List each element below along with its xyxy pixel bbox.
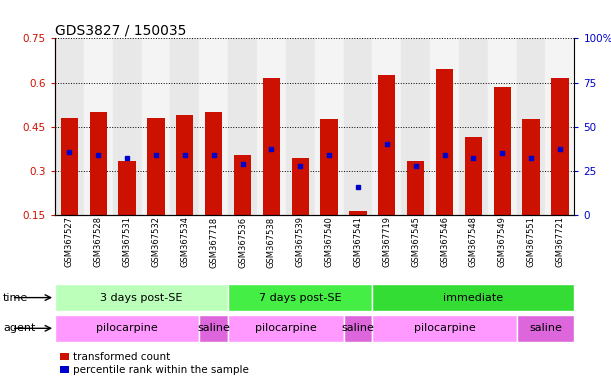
Text: saline: saline — [529, 323, 562, 333]
Text: GDS3827 / 150035: GDS3827 / 150035 — [55, 23, 186, 37]
Bar — [263, 78, 280, 215]
Text: 3 days post-SE: 3 days post-SE — [100, 293, 183, 303]
Text: agent: agent — [3, 323, 35, 333]
Text: saline: saline — [342, 323, 375, 333]
Bar — [372, 315, 517, 342]
Bar — [320, 119, 338, 215]
Bar — [372, 38, 401, 215]
Bar — [343, 38, 372, 215]
Bar — [286, 38, 315, 215]
Bar — [55, 315, 199, 342]
Bar — [199, 38, 228, 215]
Bar — [84, 38, 112, 215]
Bar — [378, 75, 395, 215]
Bar — [291, 158, 309, 215]
Bar — [55, 38, 84, 215]
Bar — [55, 284, 228, 311]
Bar — [459, 38, 488, 215]
Bar — [465, 137, 482, 215]
Bar — [142, 38, 170, 215]
Bar — [430, 38, 459, 215]
Bar — [112, 38, 142, 215]
Bar — [488, 38, 517, 215]
Bar — [343, 315, 372, 342]
Bar — [119, 161, 136, 215]
Bar — [522, 119, 540, 215]
Bar — [436, 70, 453, 215]
Bar — [257, 38, 286, 215]
Text: pilocarpine: pilocarpine — [414, 323, 475, 333]
Bar — [517, 38, 546, 215]
Bar — [407, 161, 424, 215]
Bar — [234, 155, 251, 215]
Bar — [349, 210, 367, 215]
Bar — [494, 87, 511, 215]
Bar — [372, 284, 574, 311]
Bar — [90, 112, 107, 215]
Bar — [199, 315, 228, 342]
Bar — [315, 38, 343, 215]
Bar — [147, 118, 164, 215]
Bar — [205, 112, 222, 215]
Bar — [228, 284, 372, 311]
Text: pilocarpine: pilocarpine — [97, 323, 158, 333]
Bar — [228, 38, 257, 215]
Bar — [546, 38, 574, 215]
Bar — [228, 315, 343, 342]
Text: time: time — [3, 293, 28, 303]
Text: saline: saline — [197, 323, 230, 333]
Bar — [60, 118, 78, 215]
Bar — [170, 38, 199, 215]
Bar — [551, 78, 569, 215]
Text: immediate: immediate — [444, 293, 503, 303]
Bar — [176, 115, 194, 215]
Text: 7 days post-SE: 7 days post-SE — [259, 293, 342, 303]
Bar — [401, 38, 430, 215]
Bar — [517, 315, 574, 342]
Text: pilocarpine: pilocarpine — [255, 323, 316, 333]
Legend: transformed count, percentile rank within the sample: transformed count, percentile rank withi… — [60, 352, 249, 375]
